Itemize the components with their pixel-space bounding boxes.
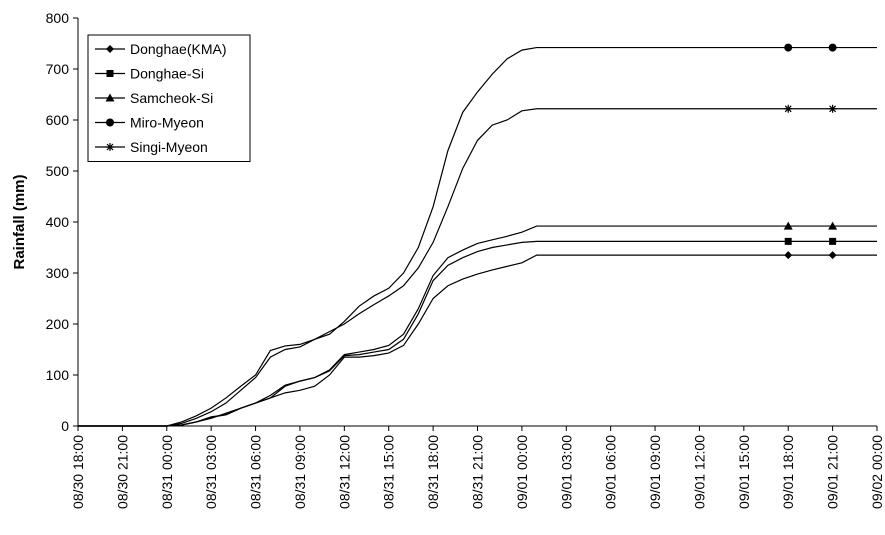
legend-label: Donghae-Si [130, 66, 204, 82]
y-tick-label: 200 [46, 316, 70, 332]
series-line [78, 254, 877, 427]
y-tick-label: 700 [46, 61, 70, 77]
legend-label: Singi-Myeon [130, 139, 208, 155]
x-tick-label: 08/31 03:00 [203, 435, 219, 509]
series-line [78, 108, 877, 427]
x-tick-label: 09/01 03:00 [558, 435, 574, 509]
legend-marker [105, 93, 115, 102]
legend-marker [106, 45, 114, 53]
y-tick-label: 400 [46, 214, 70, 230]
x-tick-label: 09/01 15:00 [736, 435, 752, 509]
data-point [828, 104, 837, 113]
y-tick-label: 300 [46, 265, 70, 281]
series-line [78, 240, 877, 427]
data-point [784, 43, 793, 52]
data-point [828, 221, 838, 230]
data-point [784, 237, 792, 245]
y-axis-title: Rainfall (mm) [11, 174, 28, 269]
y-tick-label: 500 [46, 163, 70, 179]
x-tick-label: 08/31 21:00 [470, 435, 486, 509]
x-tick-label: 08/30 21:00 [114, 435, 130, 509]
y-tick-label: 600 [46, 112, 70, 128]
x-tick-label: 09/01 00:00 [514, 435, 530, 509]
legend-marker [106, 118, 114, 127]
x-tick-label: 09/01 06:00 [603, 435, 619, 509]
data-point [784, 104, 793, 113]
series-line [78, 225, 877, 427]
x-tick-label: 09/01 18:00 [780, 435, 796, 509]
y-tick-label: 100 [46, 367, 70, 383]
x-tick-label: 08/31 00:00 [159, 435, 175, 509]
data-point [784, 251, 793, 260]
x-tick-label: 09/01 09:00 [647, 435, 663, 509]
x-tick-label: 08/31 06:00 [248, 435, 264, 509]
x-tick-label: 08/30 18:00 [70, 435, 86, 509]
data-point [828, 251, 837, 260]
x-tick-label: 09/01 21:00 [825, 435, 841, 509]
x-tick-label: 08/31 12:00 [336, 435, 352, 509]
legend-label: Miro-Myeon [130, 115, 204, 131]
x-tick-label: 08/31 09:00 [292, 435, 308, 509]
x-tick-label: 09/01 12:00 [691, 435, 707, 509]
legend-marker [106, 143, 114, 151]
data-point [829, 237, 837, 245]
data-point [783, 221, 793, 230]
legend-marker [106, 70, 114, 77]
x-tick-label: 08/31 15:00 [381, 435, 397, 509]
x-tick-label: 09/02 00:00 [869, 435, 885, 509]
legend-label: Samcheok-Si [130, 90, 213, 106]
legend: Donghae(KMA) Donghae-Si Samcheok-Si Miro-My… [87, 34, 251, 162]
x-tick-label: 08/31 18:00 [425, 435, 441, 509]
y-tick-label: 0 [61, 418, 69, 434]
legend-label: Donghae(KMA) [130, 41, 227, 57]
data-point [828, 43, 837, 52]
y-tick-label: 800 [46, 10, 70, 26]
